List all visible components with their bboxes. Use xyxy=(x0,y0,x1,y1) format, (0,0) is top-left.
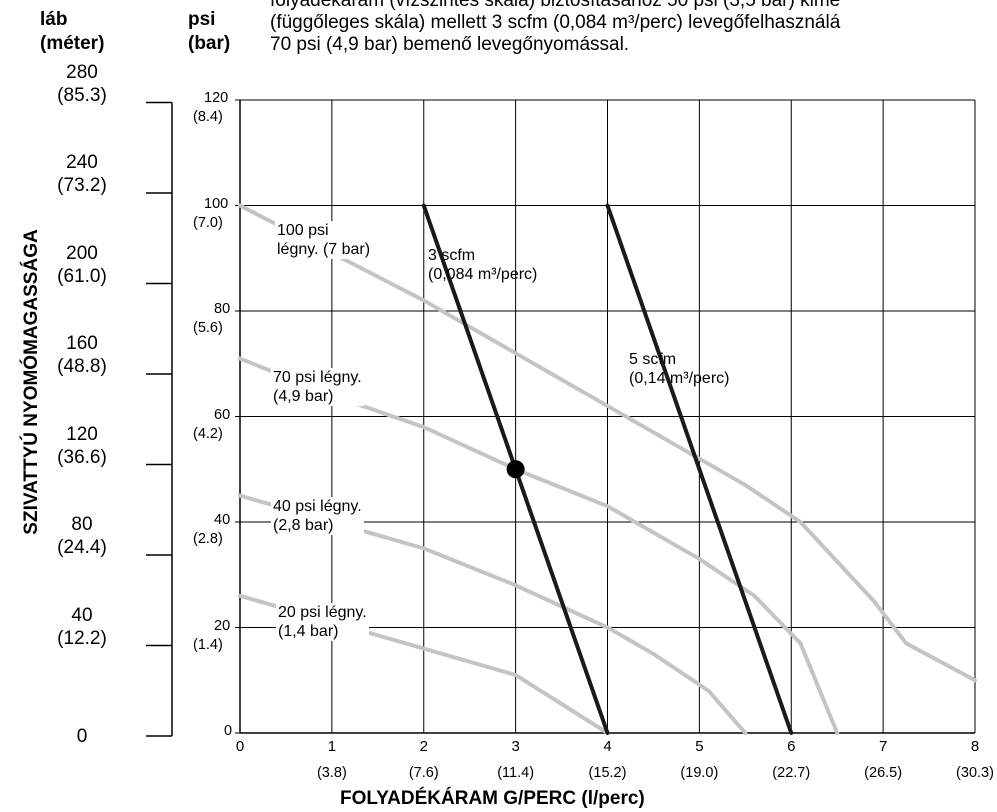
series-label-line: (1,4 bar) xyxy=(276,622,369,641)
psi-unit-top: psi xyxy=(188,9,216,30)
bar-tick-label: (1.4) xyxy=(193,636,223,653)
feet-tick-label: 160 xyxy=(66,333,98,354)
series-label-line: 40 psi légny. xyxy=(271,497,364,516)
series-label: 100 psi légny. (7 bar) xyxy=(275,221,373,259)
meter-tick-label: (73.2) xyxy=(57,175,107,196)
x-axis-title: FOLYADÉKÁRAM G/PERC (l/perc) xyxy=(340,788,645,809)
feet-tick-label: 200 xyxy=(66,242,98,264)
x-tick-label-secondary: (3.8) xyxy=(316,765,347,781)
feet-tick-label: 280 xyxy=(66,61,98,83)
feet-tick-label: 120 xyxy=(66,423,98,445)
series-label: 70 psi légny. (4,9 bar) xyxy=(271,368,364,406)
bar-tick-label: (4.2) xyxy=(193,425,223,442)
series-label-line: (2,8 bar) xyxy=(271,516,364,535)
bar-tick-label: (2.8) xyxy=(193,531,223,547)
x-tick-label-secondary: (30.3) xyxy=(956,765,994,781)
x-tick-label: 7 xyxy=(878,738,888,755)
meter-tick-label: (85.3) xyxy=(57,84,107,106)
bar-tick-label: (8.4) xyxy=(193,109,223,125)
feet-tick-label: 240 xyxy=(66,152,98,173)
x-tick-label-secondary: (26.5) xyxy=(864,765,903,781)
psi-unit-bottom: (bar) xyxy=(188,33,231,54)
x-tick-label-secondary: (11.4) xyxy=(497,765,535,781)
psi-tick-label: 20 xyxy=(214,617,231,634)
feet-tick-label: 0 xyxy=(76,726,88,747)
pressure-curve-line xyxy=(238,356,840,735)
series-label-line: (0,14 m³/perc) xyxy=(629,370,730,387)
bar-tick-label: (5.6) xyxy=(193,320,223,336)
x-tick-label-secondary: (7.6) xyxy=(408,765,439,781)
meter-tick-label: (61.0) xyxy=(57,265,107,287)
series-label: 5 scfm (0,14 m³/perc) xyxy=(627,350,731,388)
pressure-curve-line xyxy=(238,203,977,683)
bar-tick-label: (7.0) xyxy=(193,214,223,231)
x-tick-label: 8 xyxy=(970,738,980,755)
meter-tick-label: (36.6) xyxy=(57,446,107,468)
note-line: folyadékáram (vízszintes skála) biztosít… xyxy=(270,0,841,11)
psi-tick-label: 100 xyxy=(204,195,229,212)
psi-tick-label: 120 xyxy=(204,90,229,106)
series-label-line: (0,084 m³/perc) xyxy=(428,266,538,283)
x-tick-label: 1 xyxy=(327,738,337,755)
psi-tick-label: 60 xyxy=(214,406,231,423)
feet-unit-bottom: (méter) xyxy=(40,33,105,54)
psi-tick-label: 40 xyxy=(214,512,231,528)
x-tick-label: 0 xyxy=(235,738,245,755)
x-tick-label: 4 xyxy=(603,738,612,755)
psi-tick-label: 80 xyxy=(214,301,231,317)
x-tick-label: 3 xyxy=(511,738,520,755)
feet-tick-label: 80 xyxy=(71,514,93,535)
x-tick-label-secondary: (15.2) xyxy=(588,765,627,781)
series-label-line: 3 scfm xyxy=(428,247,476,264)
feet-tick-label: 40 xyxy=(71,604,93,626)
feet-unit-top: láb xyxy=(40,9,68,30)
note-line: (függőleges skála) mellett 3 scfm (0,084… xyxy=(270,12,841,33)
meter-tick-label: (48.8) xyxy=(57,356,107,377)
series-label-line: 100 psi xyxy=(275,221,373,240)
psi-tick-label: 0 xyxy=(224,723,233,739)
x-tick-label: 5 xyxy=(695,738,704,755)
meter-tick-label: (24.4) xyxy=(57,537,107,558)
series-label: 40 psi légny. (2,8 bar) xyxy=(271,497,364,535)
series-label: 20 psi légny. (1,4 bar) xyxy=(276,603,369,641)
series-label-line: légny. (7 bar) xyxy=(275,240,373,259)
x-tick-label: 6 xyxy=(787,738,796,755)
psi-axis-unit: psi (bar) xyxy=(188,8,230,56)
series-label-line: 70 psi légny. xyxy=(271,368,364,387)
operating-point-marker xyxy=(506,460,525,479)
x-tick-label-secondary: (19.0) xyxy=(680,765,719,781)
meter-tick-label: (12.2) xyxy=(57,627,107,649)
series-label-line: 5 scfm xyxy=(629,351,677,368)
air-consumption-line xyxy=(605,203,794,735)
note-line: 70 psi (4,9 bar) bemenő levegőnyomással. xyxy=(270,34,630,55)
series-label-line: 20 psi légny. xyxy=(276,603,369,622)
series-label: 3 scfm (0,084 m³/perc) xyxy=(426,246,539,284)
series-label-line: (4,9 bar) xyxy=(271,387,364,406)
x-tick-label: 2 xyxy=(419,738,428,755)
instruction-note: folyadékáram (vízszintes skála) biztosít… xyxy=(270,0,840,56)
x-tick-label-secondary: (22.7) xyxy=(772,765,811,781)
feet-axis-unit: láb (méter) xyxy=(40,8,104,56)
